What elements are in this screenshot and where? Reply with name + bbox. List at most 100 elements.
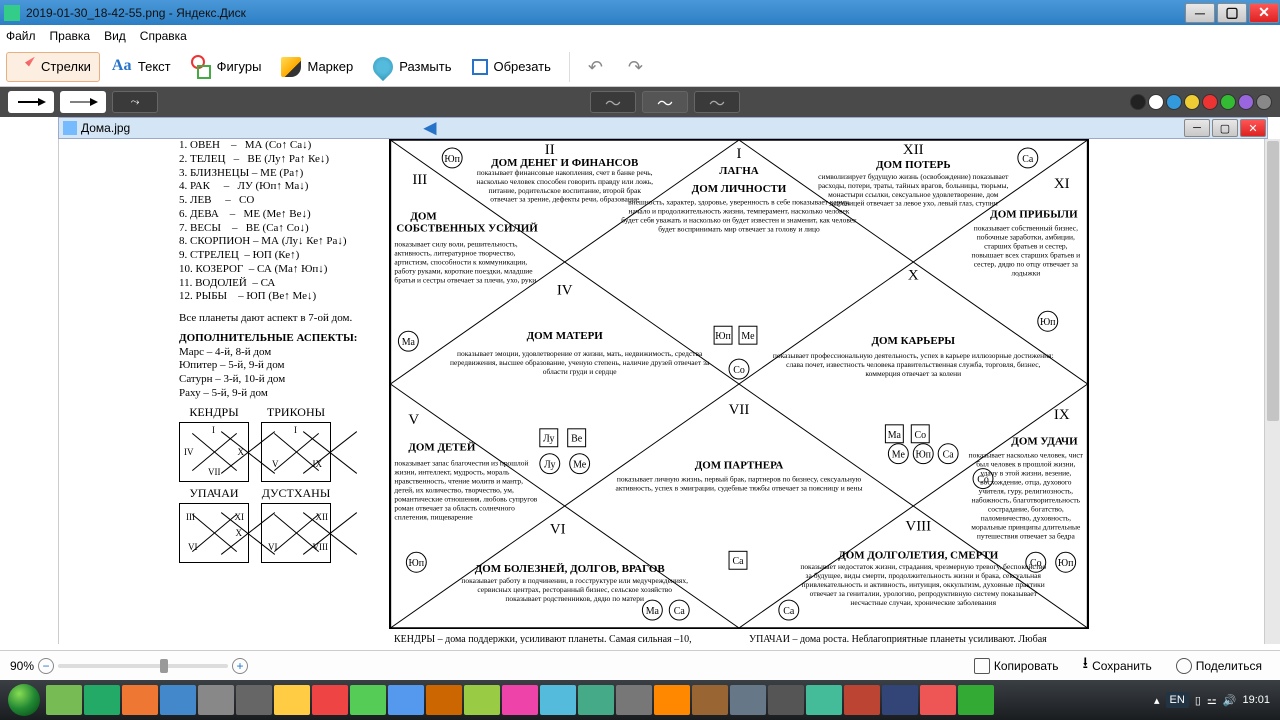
tool-text[interactable]: AaТекст	[104, 53, 179, 81]
vertical-scrollbar[interactable]	[1264, 139, 1280, 644]
taskbar-app[interactable]	[426, 685, 462, 715]
copy-label: Копировать	[994, 659, 1059, 673]
svg-text:Ме: Ме	[741, 331, 755, 342]
clock[interactable]: 19:01	[1242, 694, 1270, 706]
menu-edit[interactable]: Правка	[50, 29, 91, 43]
color-swatch[interactable]	[1238, 94, 1254, 110]
menu-view[interactable]: Вид	[104, 29, 126, 43]
color-swatch[interactable]	[1148, 94, 1164, 110]
taskbar-app[interactable]	[46, 685, 82, 715]
share-button[interactable]: Поделиться	[1168, 654, 1270, 678]
crop-icon	[472, 59, 488, 75]
stroke-med[interactable]: 〜	[642, 91, 688, 113]
svg-text:Ма: Ма	[646, 606, 660, 617]
tool-shapes[interactable]: Фигуры	[183, 53, 270, 81]
text-icon: Aa	[112, 57, 132, 77]
taskbar-app[interactable]	[350, 685, 386, 715]
footer-kendry: КЕНДРЫ – дома поддержки, усиливают плане…	[394, 634, 692, 644]
doc-minimize[interactable]: ─	[1184, 119, 1210, 137]
color-swatch[interactable]	[1220, 94, 1236, 110]
zodiac-row: 1. ОВЕН – МА (Co↑ Ca↓)	[179, 139, 399, 153]
taskbar-app[interactable]	[692, 685, 728, 715]
taskbar-app[interactable]	[160, 685, 196, 715]
taskbar-app[interactable]	[236, 685, 272, 715]
menu-help[interactable]: Справка	[140, 29, 187, 43]
kendry-square: IIVXVII	[179, 422, 249, 482]
tool-crop[interactable]: Обрезать	[464, 55, 559, 79]
arrow-style-2[interactable]	[60, 91, 106, 113]
taskbar-app[interactable]	[578, 685, 614, 715]
taskbar-app[interactable]	[198, 685, 234, 715]
taskbar-app[interactable]	[768, 685, 804, 715]
tray-network-icon[interactable]: ⚍	[1207, 694, 1217, 707]
taskbar-app[interactable]	[958, 685, 994, 715]
taskbar-app[interactable]	[502, 685, 538, 715]
taskbar-app[interactable]	[464, 685, 500, 715]
minimize-button[interactable]: ─	[1185, 3, 1215, 23]
taskbar-app[interactable]	[312, 685, 348, 715]
taskbar-app[interactable]	[806, 685, 842, 715]
color-swatch[interactable]	[1202, 94, 1218, 110]
arrow-style-3[interactable]: ⤳	[112, 91, 158, 113]
document-viewport[interactable]: 1. ОВЕН – МА (Co↑ Ca↓)2. ТЕЛЕЦ – ВЕ (Лу↑…	[58, 139, 1268, 644]
zodiac-row: 12. РЫБЫ – ЮП (Ве↑ Ме↓)	[179, 290, 399, 304]
taskbar-app[interactable]	[122, 685, 158, 715]
scroll-thumb[interactable]	[1267, 141, 1279, 421]
zodiac-row: 11. ВОДОЛЕЙ – СА	[179, 277, 399, 291]
tool-marker[interactable]: Маркер	[273, 53, 361, 81]
tray-flag-icon[interactable]: ▯	[1195, 694, 1201, 707]
svg-text:Ма: Ма	[402, 337, 416, 348]
menu-file[interactable]: Файл	[6, 29, 36, 43]
undo-button[interactable]: ↶	[580, 53, 616, 81]
zoom-slider[interactable]	[58, 664, 228, 668]
doc-tab-label[interactable]: Дома.jpg	[81, 121, 1183, 135]
svg-text:ДОМ УДАЧИ: ДОМ УДАЧИ	[1011, 436, 1078, 448]
taskbar-app[interactable]	[274, 685, 310, 715]
arrow-style-1[interactable]	[8, 91, 54, 113]
save-button[interactable]: ⭳Сохранить	[1074, 648, 1159, 683]
color-swatch[interactable]	[1130, 94, 1146, 110]
zodiac-row: 3. БЛИЗНЕЦЫ – МЕ (Ра↑)	[179, 167, 399, 181]
zoom-out-button[interactable]: −	[38, 658, 54, 674]
sub-toolbar: ⤳ 〜 〜 〜	[0, 87, 1280, 117]
svg-text:X: X	[908, 267, 919, 283]
copy-icon	[974, 658, 990, 674]
taskbar-app[interactable]	[616, 685, 652, 715]
copy-button[interactable]: Копировать	[966, 654, 1067, 678]
stroke-thin[interactable]: 〜	[590, 91, 636, 113]
taskbar-app[interactable]	[844, 685, 880, 715]
start-button[interactable]	[4, 680, 44, 720]
taskbar-app[interactable]	[920, 685, 956, 715]
menubar: Файл Правка Вид Справка	[0, 25, 1280, 47]
language-indicator[interactable]: EN	[1166, 692, 1189, 708]
zoom-in-button[interactable]: +	[232, 658, 248, 674]
taskbar-app[interactable]	[388, 685, 424, 715]
save-icon: ⭳	[1082, 652, 1088, 679]
maximize-button[interactable]: ▢	[1217, 3, 1247, 23]
svg-text:Юп: Юп	[1040, 317, 1056, 328]
color-swatch[interactable]	[1184, 94, 1200, 110]
upachi-square: IIIXIXVI	[179, 503, 249, 563]
status-bar: 90% − + Копировать ⭳Сохранить Поделиться	[0, 650, 1280, 680]
doc-close[interactable]: ✕	[1240, 119, 1266, 137]
taskbar-app[interactable]	[730, 685, 766, 715]
kendry-label: КЕНДРЫ	[179, 405, 249, 420]
color-swatch[interactable]	[1166, 94, 1182, 110]
taskbar-app[interactable]	[84, 685, 120, 715]
tray-up-icon[interactable]: ▴	[1154, 694, 1160, 707]
redo-button[interactable]: ↷	[620, 53, 656, 81]
tray-volume-icon[interactable]: 🔊	[1223, 694, 1237, 707]
taskbar-app[interactable]	[654, 685, 690, 715]
svg-text:Юп: Юп	[444, 154, 460, 165]
svg-text:Са: Са	[783, 606, 795, 617]
taskbar-app[interactable]	[882, 685, 918, 715]
zoom-handle[interactable]	[160, 659, 168, 673]
close-button[interactable]: ✕	[1249, 3, 1279, 23]
taskbar-app[interactable]	[540, 685, 576, 715]
svg-text:Со: Со	[914, 430, 926, 441]
tool-blur[interactable]: Размыть	[365, 53, 459, 81]
tool-arrows[interactable]: Стрелки	[6, 52, 100, 82]
doc-maximize[interactable]: ▢	[1212, 119, 1238, 137]
color-swatch[interactable]	[1256, 94, 1272, 110]
stroke-thick[interactable]: 〜	[694, 91, 740, 113]
